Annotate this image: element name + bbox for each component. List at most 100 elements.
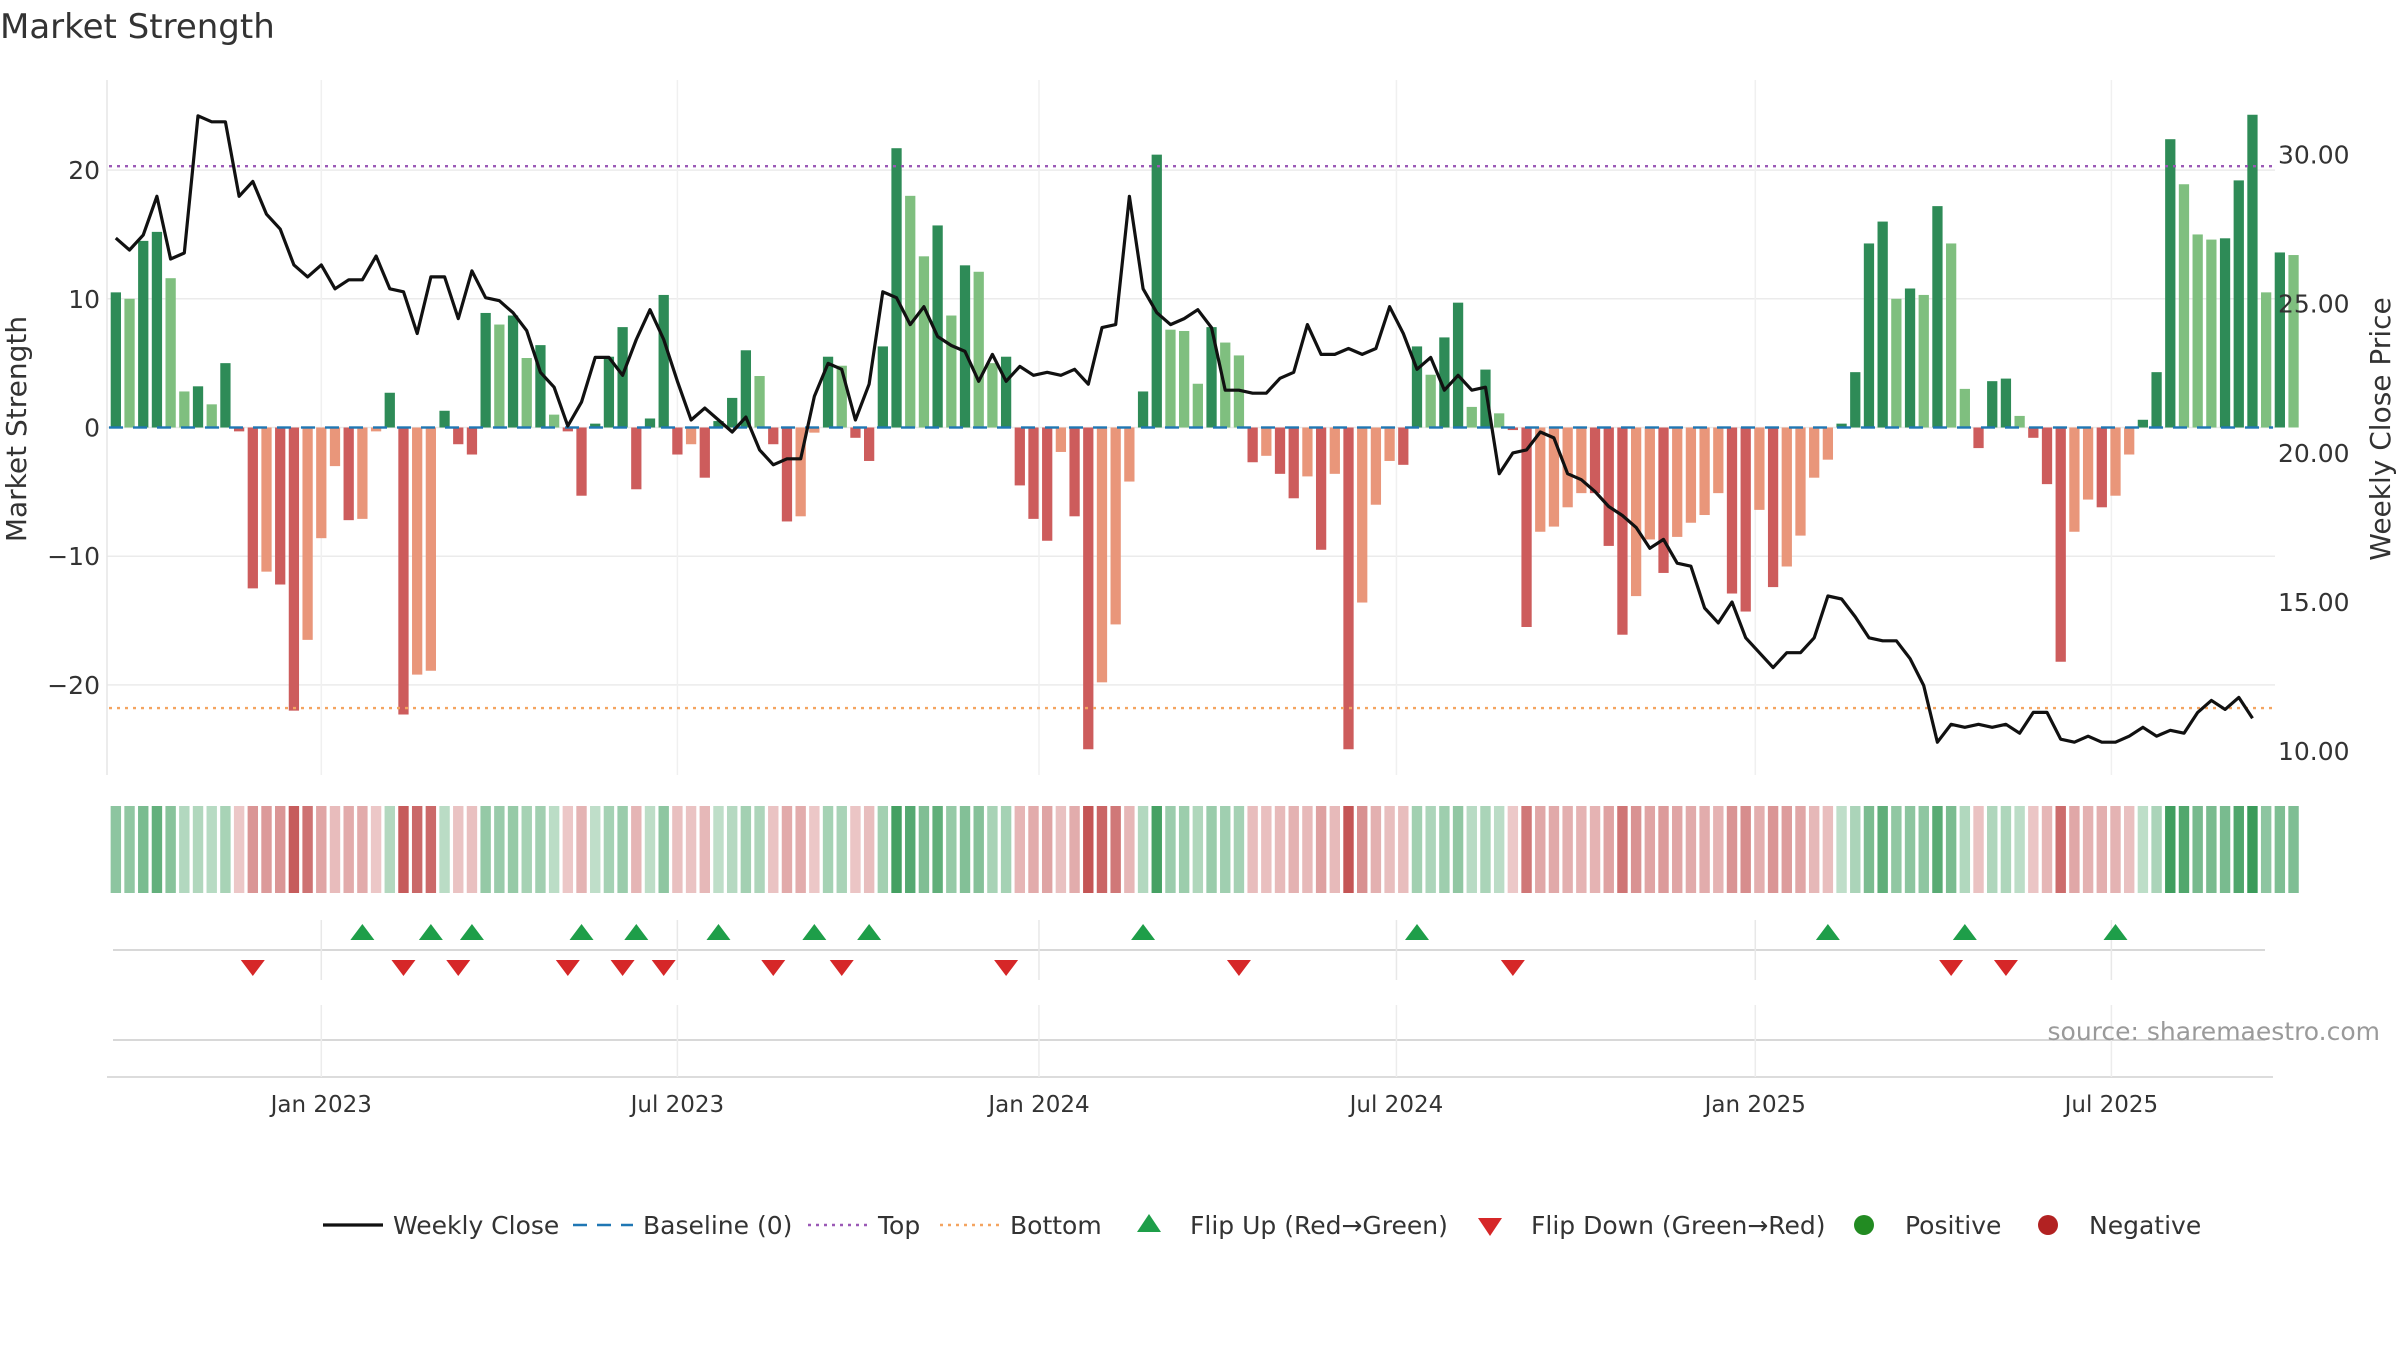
legend-flip-down-icon [1478,1218,1502,1236]
heat-cell [521,806,532,893]
strength-bar [1891,298,1902,428]
strength-bar [138,240,149,428]
heat-cell [672,806,683,893]
strength-bar [425,427,436,671]
strength-bar [1042,427,1053,541]
heat-cell [1165,806,1176,893]
strength-heat-strip [110,806,2299,893]
strength-bar [2137,419,2149,428]
heat-cell [384,806,395,893]
right-axis-label: Weekly Close Price [2364,297,2397,560]
x-axis-ticks: Jan 2023 Jul 2023 Jan 2024 Jul 2024 Jan 2025… [269,1092,2159,1118]
strength-bar [2165,139,2176,428]
strength-bar [1672,427,1683,537]
heat-cell [754,806,765,893]
strength-bar [2151,372,2162,428]
strength-bar [2178,184,2190,428]
strength-bar [1713,427,1724,494]
x-tick-label: Jul 2024 [1348,1092,1444,1118]
strength-bar [206,404,217,428]
heat-cell [247,806,259,893]
strength-bar [1836,423,1847,428]
heat-cell [1178,806,1190,893]
strength-bar [1329,427,1340,474]
heat-cell [1014,806,1026,893]
strength-bar [124,298,135,428]
heat-cell [1124,806,1135,893]
heat-cell [1466,806,1477,893]
strength-bar [864,427,875,461]
left-tick-label: 10 [68,285,100,314]
strength-bar [548,414,560,428]
strength-bar [1083,427,1094,750]
heat-cell [1973,806,1984,893]
strength-bar [1302,427,1313,477]
strength-bar [1370,427,1382,505]
strength-bar [1863,243,1875,428]
strength-bar [1932,206,1943,428]
heat-cell [1096,806,1108,893]
heat-cell [2096,806,2108,893]
heat-cell [1274,806,1286,893]
heat-cell [466,806,478,893]
heat-cell [1658,806,1669,893]
strength-bar [179,391,190,428]
heat-cell [1877,806,1888,893]
heat-cell [644,806,656,893]
strength-bar [2055,427,2066,662]
right-tick-label: 15.00 [2278,588,2350,617]
strength-bar [1630,427,1642,597]
heat-cell [165,806,176,893]
legend-top-label: Top [877,1211,920,1240]
strength-bar [932,225,943,428]
strength-bar [1110,427,1121,625]
heat-cell [2110,806,2121,893]
flip-down-marker [829,960,854,976]
heat-cell [2274,806,2286,893]
strength-bar [521,358,532,428]
heat-cell [151,806,163,893]
strength-bar [905,195,916,428]
heat-cell [932,806,943,893]
flip-marker-panel [113,920,2265,980]
heat-cell [795,806,806,893]
heat-cell [1137,806,1149,893]
heat-cell [1439,806,1450,893]
legend-negative-label: Negative [2089,1211,2201,1240]
strength-bar [576,427,587,496]
heat-cell [261,806,272,893]
flip-down-marker [994,960,1019,976]
strength-bar [2096,427,2107,508]
heat-cell [124,806,135,893]
strength-bar [494,324,505,428]
heat-cell [2288,806,2299,893]
heat-cell [1672,806,1683,893]
strength-bar [1357,427,1368,603]
heat-cell [1562,806,1573,893]
heat-cell [370,806,382,893]
heat-cell [576,806,587,893]
heat-cell [220,806,231,893]
heat-cell [494,806,505,893]
heat-cell [110,806,122,893]
heat-cell [973,806,984,893]
heat-cell [1603,806,1614,893]
strength-bar [1425,374,1436,428]
heat-cell [1192,806,1204,893]
strength-bar [192,386,204,428]
strength-bar [685,427,697,445]
strength-bar [754,376,765,428]
bottom-panel [107,1005,2273,1078]
strength-bar [1315,427,1327,550]
heat-cell [1822,806,1834,893]
strength-bar [891,148,902,428]
strength-bar [562,427,573,432]
heat-cell [987,806,998,893]
flip-down-marker [555,960,580,976]
heat-cell [2247,806,2258,893]
left-axis-label: Market Strength [0,316,33,542]
heat-cell [329,806,341,893]
heat-cell [1754,806,1765,893]
heat-cell [1726,806,1738,893]
flip-down-marker [240,960,265,976]
